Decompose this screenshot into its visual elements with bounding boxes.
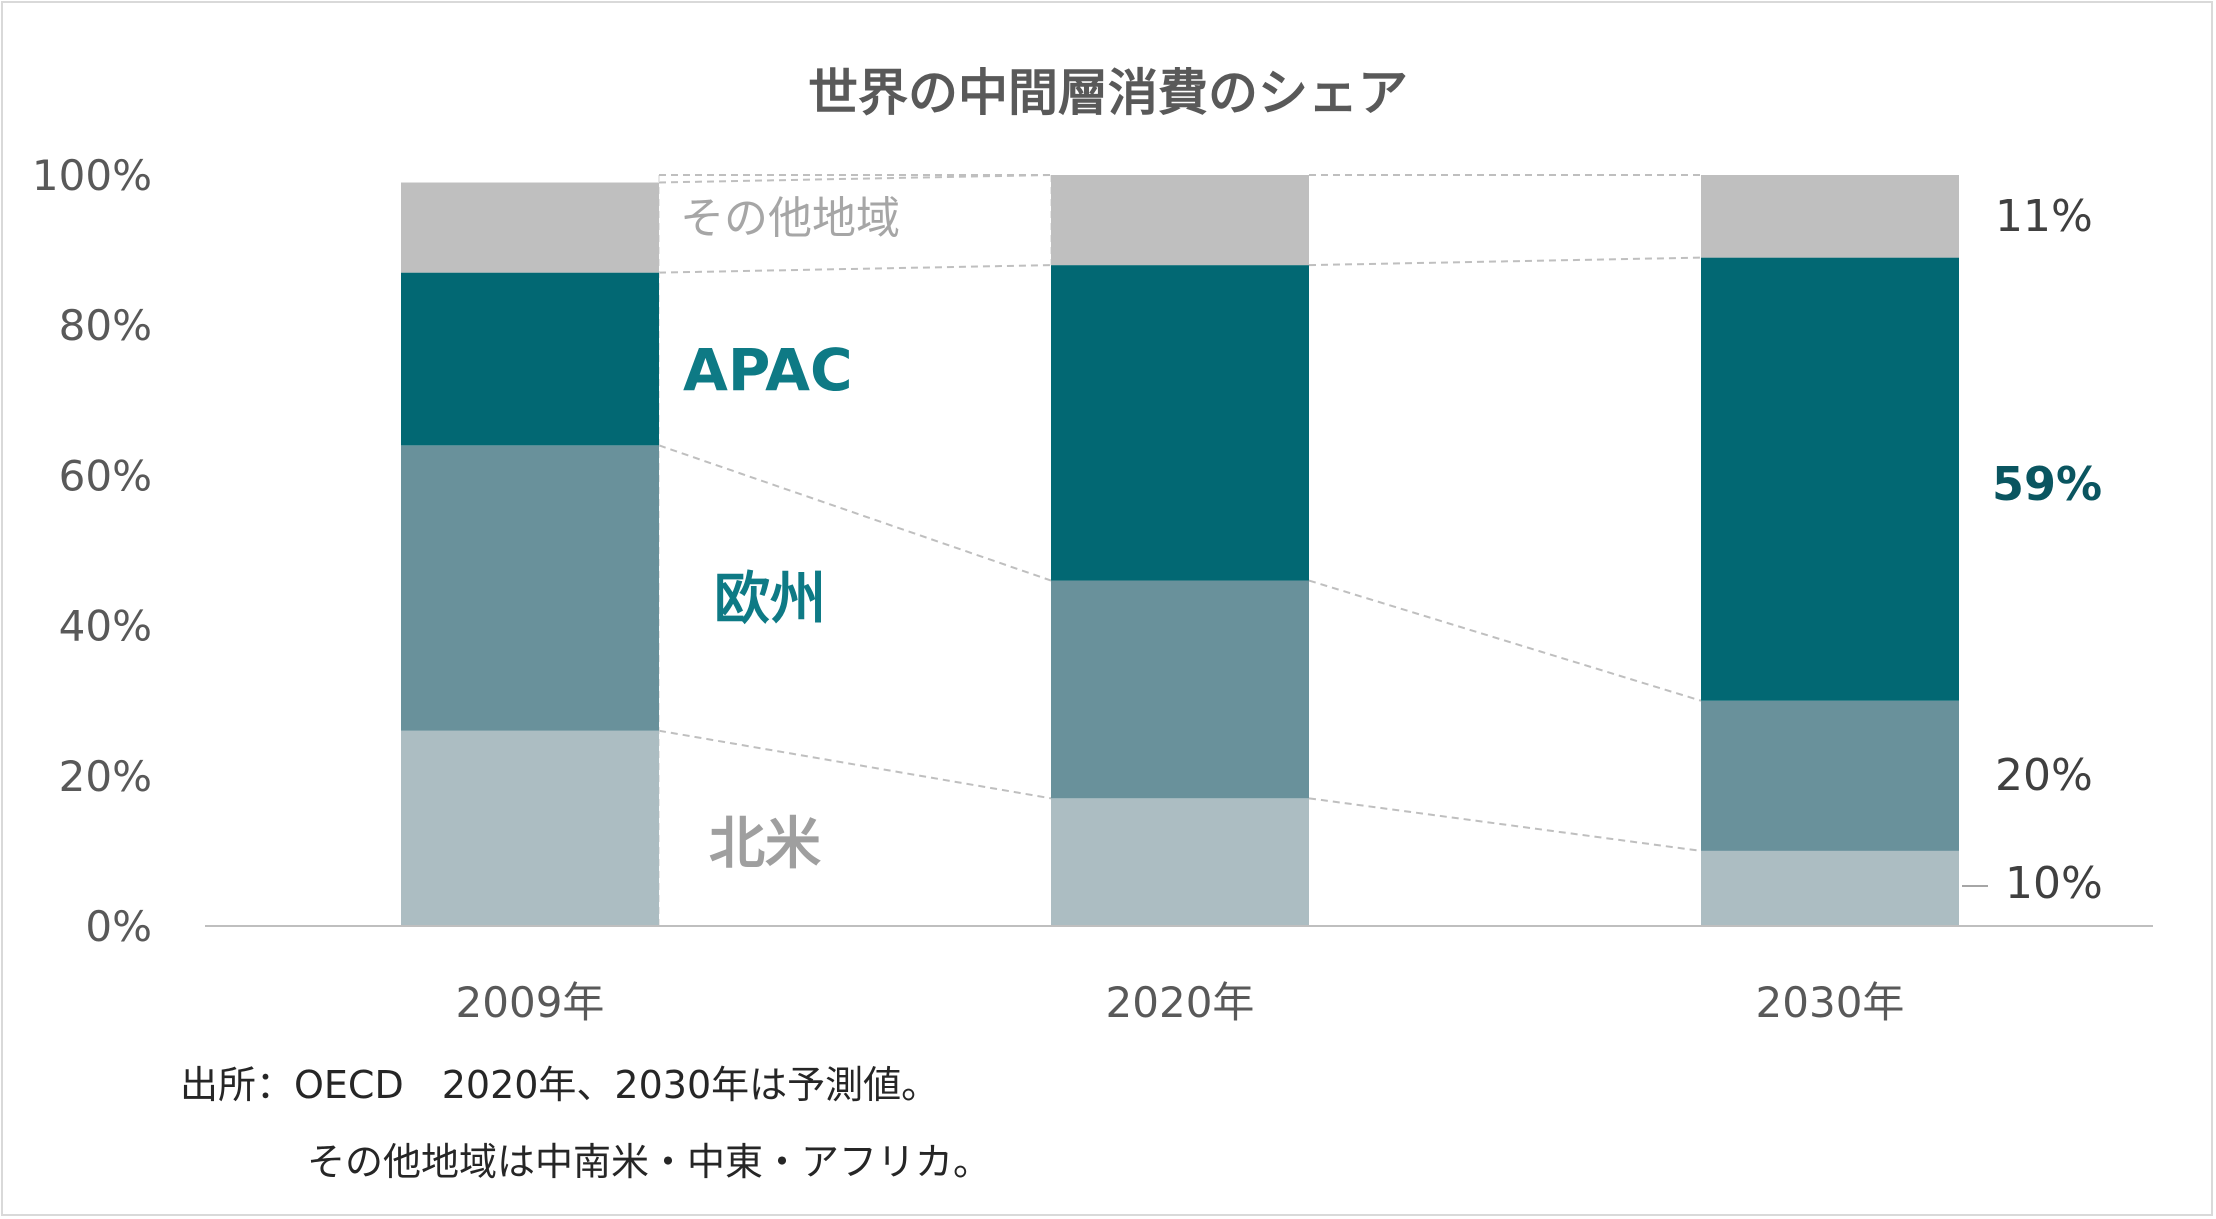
connector-line <box>658 264 1052 274</box>
bar-segment <box>401 445 659 731</box>
bar-segment <box>401 272 659 446</box>
data-label-2030-europe: 20% <box>1995 750 2093 801</box>
bar-segment <box>1051 265 1309 581</box>
y-tick-label: 20% <box>59 752 152 801</box>
bar-segment <box>1051 580 1309 799</box>
region-note: その他地域は中南米・中東・アフリカ。 <box>307 1140 991 1184</box>
bar-segment <box>401 730 659 926</box>
source-note: 出所：OECD 2020年、2030年は予測値。 <box>180 1063 939 1107</box>
series-label-north-america: 北米 <box>709 812 821 877</box>
x-tick-label: 2020年 <box>1106 978 1255 1027</box>
x-tick-label: 2009年 <box>456 978 605 1027</box>
series-label-apac: APAC <box>683 336 853 404</box>
series-label-other: その他地域 <box>680 193 900 244</box>
connector-line <box>1308 256 1702 267</box>
series-label-europe: 欧州 <box>714 567 826 632</box>
bar-segment <box>1701 850 1959 926</box>
y-tick-label: 80% <box>59 301 152 350</box>
data-label-2030-apac: 59% <box>1992 457 2102 511</box>
connector-line <box>1308 579 1702 702</box>
connector-line <box>658 174 1052 184</box>
bar-segment <box>1051 798 1309 926</box>
y-tick-label: 40% <box>59 602 152 651</box>
bar-segment <box>1051 175 1309 266</box>
bars <box>401 175 1959 926</box>
y-axis: 0% 20% 40% 60% 80% 100% <box>32 151 152 951</box>
x-axis: 2009年 2020年 2030年 <box>456 978 1905 1027</box>
y-tick-label: 60% <box>59 451 152 500</box>
bar-segment <box>1701 700 1959 851</box>
data-label-2030-other: 11% <box>1995 191 2093 242</box>
x-tick-label: 2030年 <box>1756 978 1905 1027</box>
connector-line <box>658 444 1052 582</box>
data-label-2030-north-america: 10% <box>2005 858 2103 909</box>
connector-line <box>658 729 1052 800</box>
chart-title: 世界の中間層消費のシェア <box>808 64 1408 122</box>
bar-segment <box>401 182 659 273</box>
bar-segment <box>1701 257 1959 701</box>
y-tick-label: 100% <box>32 151 152 200</box>
y-tick-label: 0% <box>85 902 152 951</box>
bar-segment <box>1701 175 1959 258</box>
connector-line <box>1308 797 1702 852</box>
